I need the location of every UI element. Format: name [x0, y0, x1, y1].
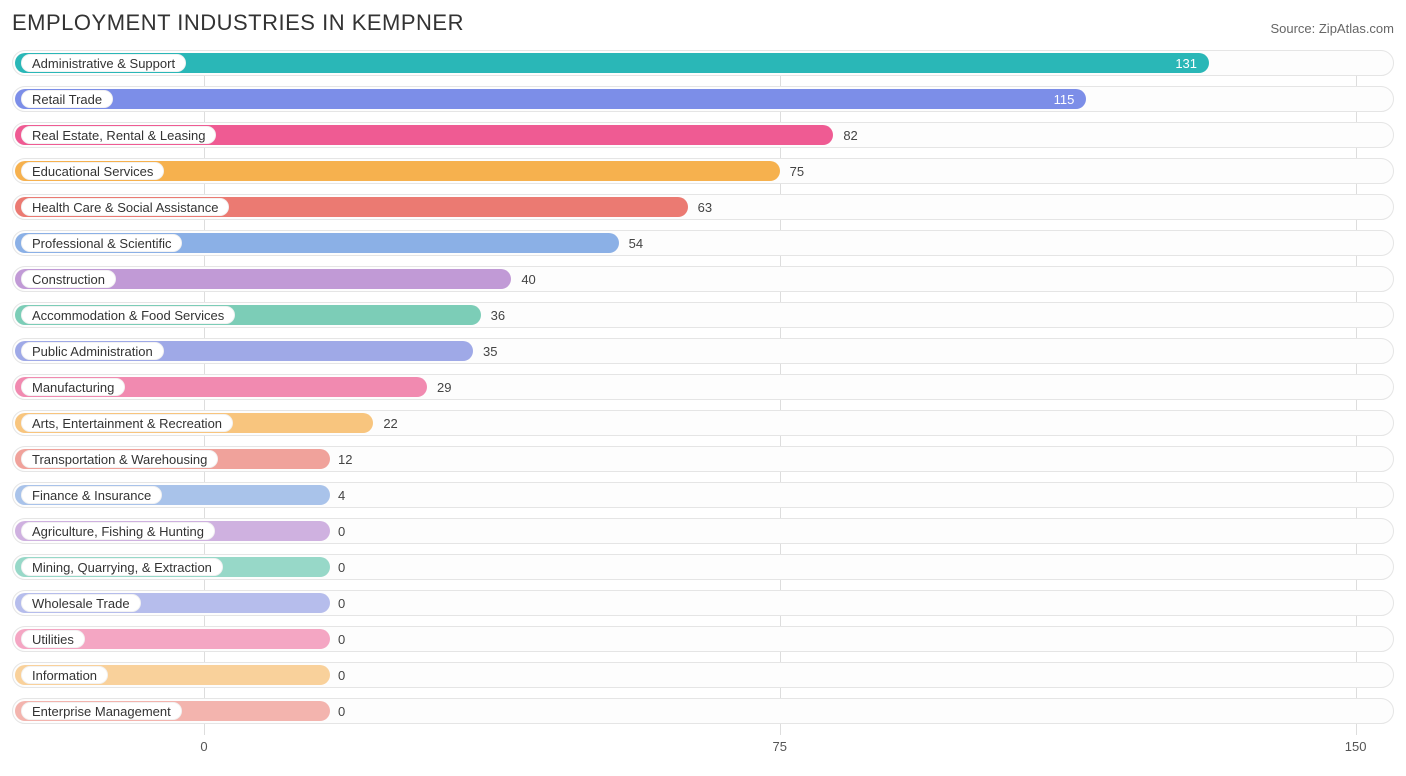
- bar-row: Mining, Quarrying, & Extraction 0: [12, 554, 1394, 580]
- category-pill: Professional & Scientific: [21, 234, 182, 252]
- plot-area: Administrative & Support 131 Retail Trade 1…: [12, 50, 1394, 735]
- bar-row: Administrative & Support 131: [12, 50, 1394, 76]
- bar-row: Accommodation & Food Services 36: [12, 302, 1394, 328]
- category-pill: Administrative & Support: [21, 54, 186, 72]
- bar: [15, 89, 1086, 109]
- bar-row: Transportation & Warehousing 12: [12, 446, 1394, 472]
- chart-header: EMPLOYMENT INDUSTRIES IN KEMPNER Source:…: [12, 10, 1394, 36]
- value-label: 0: [338, 699, 345, 723]
- value-label: 115: [1054, 87, 1075, 111]
- bar-row: Agriculture, Fishing & Hunting 0: [12, 518, 1394, 544]
- value-label: 82: [843, 123, 857, 147]
- value-label: 0: [338, 627, 345, 651]
- category-pill: Arts, Entertainment & Recreation: [21, 414, 233, 432]
- bar-row: Finance & Insurance 4: [12, 482, 1394, 508]
- category-pill: Accommodation & Food Services: [21, 306, 235, 324]
- category-pill: Manufacturing: [21, 378, 125, 396]
- category-pill: Utilities: [21, 630, 85, 648]
- bar: [15, 53, 1209, 73]
- category-pill: Wholesale Trade: [21, 594, 141, 612]
- chart-title: EMPLOYMENT INDUSTRIES IN KEMPNER: [12, 10, 464, 36]
- value-label: 0: [338, 663, 345, 687]
- x-axis-tick: 0: [200, 739, 207, 754]
- value-label: 22: [383, 411, 397, 435]
- x-axis-tick: 150: [1345, 739, 1367, 754]
- category-pill: Information: [21, 666, 108, 684]
- x-axis: 0 75 150: [12, 739, 1394, 759]
- value-label: 0: [338, 591, 345, 615]
- category-pill: Enterprise Management: [21, 702, 182, 720]
- category-pill: Mining, Quarrying, & Extraction: [21, 558, 223, 576]
- bar-row: Information 0: [12, 662, 1394, 688]
- value-label: 0: [338, 519, 345, 543]
- category-pill: Health Care & Social Assistance: [21, 198, 229, 216]
- bar-row: Real Estate, Rental & Leasing 82: [12, 122, 1394, 148]
- bar-row: Utilities 0: [12, 626, 1394, 652]
- category-pill: Agriculture, Fishing & Hunting: [21, 522, 215, 540]
- source-name: ZipAtlas.com: [1319, 21, 1394, 36]
- value-label: 75: [790, 159, 804, 183]
- value-label: 4: [338, 483, 345, 507]
- bar-row: Retail Trade 115: [12, 86, 1394, 112]
- category-pill: Construction: [21, 270, 116, 288]
- value-label: 54: [629, 231, 643, 255]
- category-pill: Transportation & Warehousing: [21, 450, 218, 468]
- value-label: 0: [338, 555, 345, 579]
- category-pill: Real Estate, Rental & Leasing: [21, 126, 216, 144]
- bar-row: Wholesale Trade 0: [12, 590, 1394, 616]
- bar-row: Professional & Scientific 54: [12, 230, 1394, 256]
- bar-row: Enterprise Management 0: [12, 698, 1394, 724]
- bar-row: Arts, Entertainment & Recreation 22: [12, 410, 1394, 436]
- value-label: 36: [491, 303, 505, 327]
- category-pill: Finance & Insurance: [21, 486, 162, 504]
- value-label: 29: [437, 375, 451, 399]
- chart-source: Source: ZipAtlas.com: [1270, 21, 1394, 36]
- bar-row: Manufacturing 29: [12, 374, 1394, 400]
- value-label: 131: [1175, 51, 1197, 75]
- value-label: 35: [483, 339, 497, 363]
- bar-row: Health Care & Social Assistance 63: [12, 194, 1394, 220]
- source-prefix: Source:: [1270, 21, 1318, 36]
- value-label: 12: [338, 447, 352, 471]
- category-pill: Public Administration: [21, 342, 164, 360]
- bar-row: Educational Services 75: [12, 158, 1394, 184]
- x-axis-tick: 75: [773, 739, 787, 754]
- bar-row: Construction 40: [12, 266, 1394, 292]
- value-label: 40: [521, 267, 535, 291]
- category-pill: Educational Services: [21, 162, 164, 180]
- bar-row: Public Administration 35: [12, 338, 1394, 364]
- bar-chart: Administrative & Support 131 Retail Trade 1…: [12, 50, 1394, 759]
- value-label: 63: [698, 195, 712, 219]
- category-pill: Retail Trade: [21, 90, 113, 108]
